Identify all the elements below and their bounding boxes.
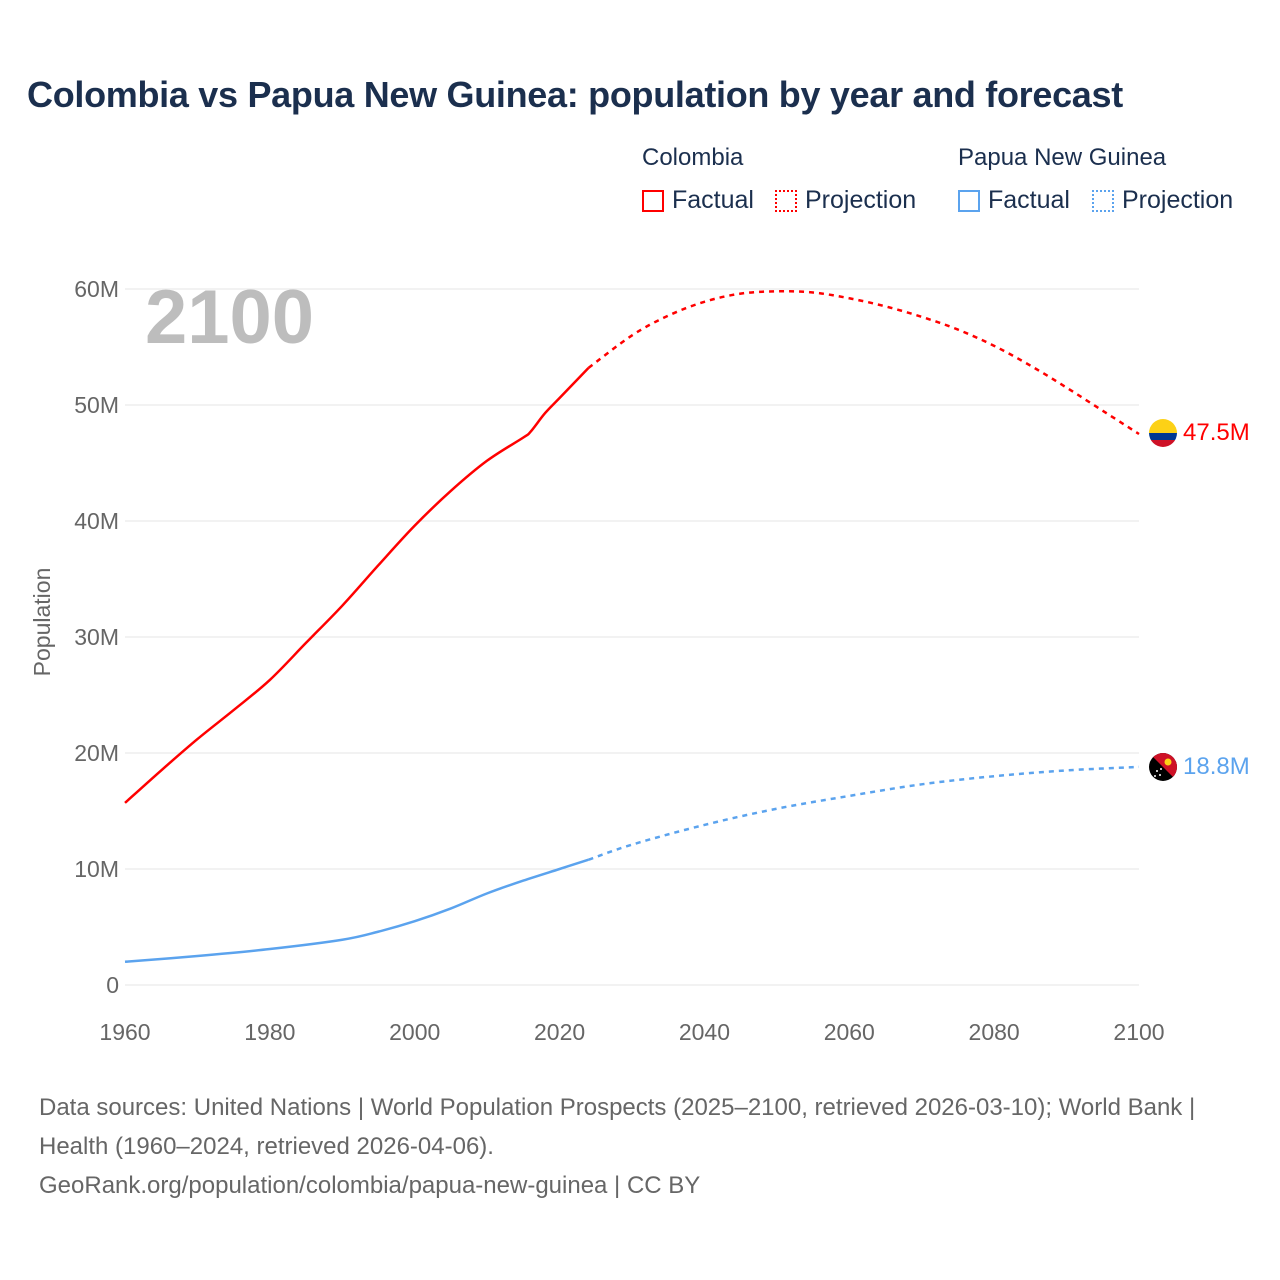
- legend-label: Projection: [805, 186, 917, 214]
- legend-colombia-projection[interactable]: Projection: [775, 186, 916, 215]
- legend-group-colombia: Colombia: [642, 144, 744, 171]
- x-tick-label: 2080: [969, 1019, 1020, 1045]
- legend-png-factual[interactable]: Factual: [958, 186, 1070, 215]
- colombia-projection-line: [587, 290, 1140, 436]
- x-tick-label: 2000: [389, 1019, 440, 1045]
- legend-label: Projection: [1122, 186, 1234, 214]
- y-tick-label: 60M: [74, 276, 119, 302]
- x-tick-label: 2020: [534, 1019, 585, 1045]
- x-tick-label: 2060: [824, 1019, 875, 1045]
- legend-swatch-dotted: [1092, 189, 1114, 212]
- data-sources: Data sources: United Nations | World Pop…: [39, 1094, 1196, 1160]
- legend-group-png: Papua New Guinea: [958, 144, 1167, 171]
- x-tick-label: 1960: [99, 1019, 150, 1045]
- x-tick-label: 2040: [679, 1019, 730, 1045]
- legend-swatch-solid: [958, 189, 980, 212]
- legend-png-projection[interactable]: Projection: [1092, 186, 1233, 215]
- y-tick-label: 40M: [74, 508, 119, 534]
- year-watermark: 2100: [145, 275, 314, 360]
- y-tick-label: 20M: [74, 740, 119, 766]
- x-tick-label: 2100: [1113, 1019, 1164, 1045]
- y-tick-label: 30M: [74, 624, 119, 650]
- y-axis-label: Population: [29, 568, 55, 677]
- x-tick-label: 1980: [244, 1019, 295, 1045]
- png-end-label: 18.8M: [1183, 753, 1250, 780]
- footer: Data sources: United Nations | World Pop…: [39, 1088, 1239, 1205]
- colombia-end-label: 47.5M: [1183, 419, 1250, 446]
- legend-swatch-solid: [642, 189, 664, 212]
- legend-label: Factual: [672, 186, 754, 214]
- colombia-factual-line: [124, 367, 590, 804]
- line-chart: 0 10M 20M 30M 40M 50M 60M 1960 1980 2000 2020 2040 2…: [29, 275, 1250, 1045]
- colombia-flag-icon: [1149, 419, 1177, 447]
- y-tick-label: 0: [106, 972, 119, 998]
- y-tick-label: 10M: [74, 856, 119, 882]
- papua-new-guinea-flag-icon: [1149, 753, 1177, 781]
- legend-swatch-dotted: [775, 189, 797, 212]
- y-tick-label: 50M: [74, 392, 119, 418]
- source-link[interactable]: GeoRank.org/population/colombia/papua-ne…: [39, 1172, 701, 1199]
- legend-colombia-factual[interactable]: Factual: [642, 186, 754, 215]
- png-factual-line: [124, 858, 589, 964]
- png-projection-line: [588, 765, 1140, 861]
- chart-title: Colombia vs Papua New Guinea: population…: [27, 74, 1123, 115]
- legend-label: Factual: [988, 186, 1070, 214]
